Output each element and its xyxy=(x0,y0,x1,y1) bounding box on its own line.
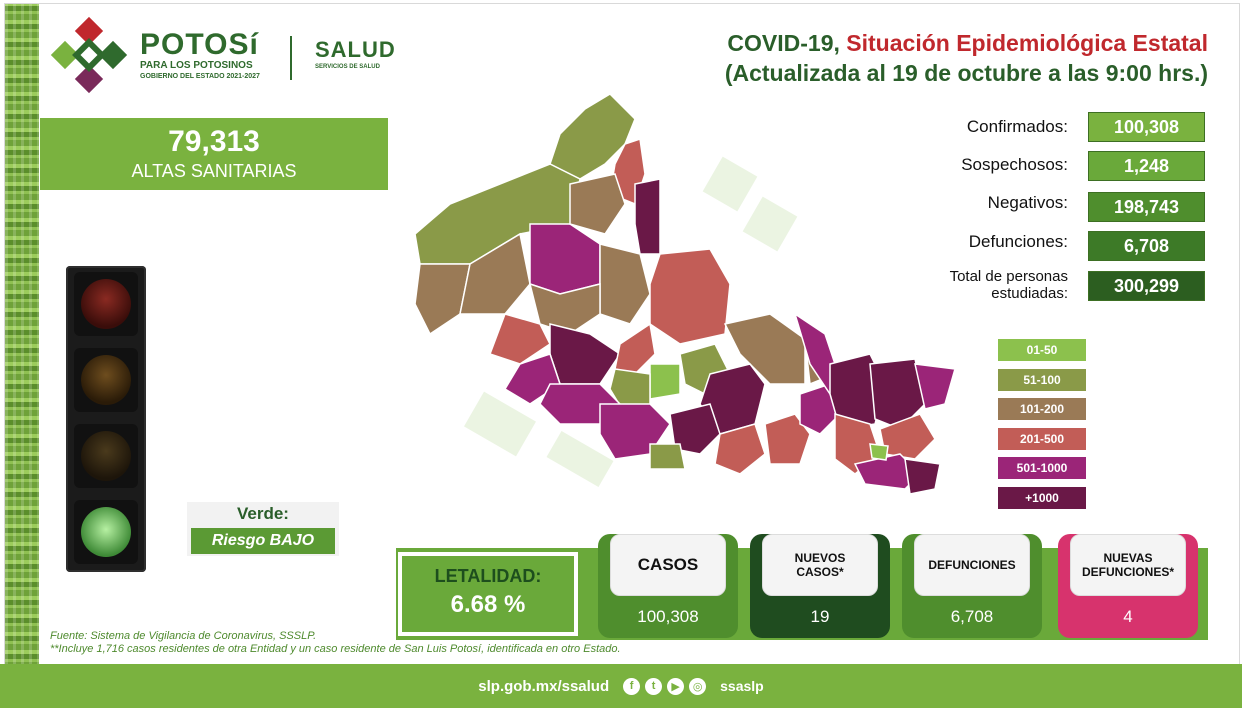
facebook-icon[interactable]: f xyxy=(623,677,641,695)
twitter-icon[interactable]: t xyxy=(645,677,663,695)
letalidad-value: 6.68 % xyxy=(450,591,526,618)
map-region xyxy=(489,313,551,365)
footer-bar: slp.gob.mx/ssalud f t ▶ ◎ ssaslp xyxy=(0,664,1242,708)
card-casos: CASOS 100,308 xyxy=(598,534,738,638)
logo-divider xyxy=(290,36,292,80)
brand-government: GOBIERNO DEL ESTADO 2021-2027 xyxy=(140,73,260,80)
map-region xyxy=(569,173,626,235)
stat-label-defunciones: Defunciones: xyxy=(968,232,1068,251)
card-nuevas-defunciones: NUEVAS DEFUNCIONES* 4 xyxy=(1058,534,1198,638)
map-region xyxy=(549,323,622,385)
legend-item: 501-1000 xyxy=(998,457,1086,479)
map-region xyxy=(869,443,889,461)
stat-value-sospechosos: 1,248 xyxy=(1088,151,1205,181)
map-region xyxy=(764,413,811,465)
map-region xyxy=(599,243,651,325)
legend-item: 01-50 xyxy=(998,339,1086,361)
map-region xyxy=(669,403,721,455)
green-light xyxy=(74,500,138,564)
stat-label-confirmados: Confirmados: xyxy=(966,117,1068,136)
footer-website-link[interactable]: slp.gob.mx/ssalud xyxy=(478,677,610,695)
card-defunciones: DEFUNCIONES 6,708 xyxy=(902,534,1042,638)
altas-label: ALTAS SANITARIAS xyxy=(131,161,297,181)
card-casos-value: 100,308 xyxy=(637,607,699,626)
letalidad-box: LETALIDAD: 6.68 % xyxy=(402,556,574,632)
stat-label-total: Total de personas estudiadas: xyxy=(949,268,1068,302)
stat-label-sospechosos: Sospechosos: xyxy=(961,155,1068,174)
yellow-light xyxy=(74,348,138,412)
brand-subtitle: PARA LOS POTOSINOS xyxy=(140,60,253,71)
source-line-2: **Incluye 1,716 casos residentes de otra… xyxy=(50,643,621,655)
legend-item: 101-200 xyxy=(998,398,1086,420)
stat-value-defunciones: 6,708 xyxy=(1088,231,1205,261)
stat-label-negativos: Negativos: xyxy=(987,193,1068,212)
card-defunciones-title: DEFUNCIONES xyxy=(914,534,1030,596)
instagram-icon[interactable]: ◎ xyxy=(689,677,707,695)
legend-item: +1000 xyxy=(998,487,1086,509)
card-nuevos-casos-title: NUEVOS CASOS* xyxy=(762,534,878,596)
stat-value-total: 300,299 xyxy=(1088,271,1205,301)
altas-sanitarias-box: 79,313 ALTAS SANITARIAS xyxy=(40,118,388,190)
legend-item: 201-500 xyxy=(998,428,1086,450)
footer-social-handle[interactable]: ssaslp xyxy=(720,678,764,694)
map-region xyxy=(714,423,766,475)
map-region xyxy=(459,232,531,315)
source-note: Fuente: Sistema de Vigilancia de Coronav… xyxy=(50,630,621,656)
map-region xyxy=(649,248,731,345)
map-region xyxy=(529,223,601,295)
map-region xyxy=(649,443,686,470)
map-region xyxy=(723,313,806,385)
red-light xyxy=(74,272,138,336)
map-region xyxy=(904,458,941,495)
card-casos-title: CASOS xyxy=(610,534,726,596)
traffic-light xyxy=(66,266,146,572)
page-title: COVID-19, Situación Epidemiológica Estat… xyxy=(725,28,1208,88)
map-region xyxy=(649,363,681,400)
card-nuevos-casos: NUEVOS CASOS* 19 xyxy=(750,534,890,638)
stat-value-negativos: 198,743 xyxy=(1088,192,1205,222)
source-line-1: Fuente: Sistema de Vigilancia de Coronav… xyxy=(50,630,317,642)
card-defunciones-value: 6,708 xyxy=(950,607,994,626)
map-region xyxy=(414,263,471,336)
legend-item: 51-100 xyxy=(998,369,1086,391)
decorative-left-strip xyxy=(5,4,39,704)
risk-indicator: Verde: Riesgo BAJO xyxy=(187,502,339,556)
map-region xyxy=(914,363,956,410)
altas-number: 79,313 xyxy=(168,125,260,158)
title-situacion: Situación Epidemiológica Estatal xyxy=(846,30,1208,56)
card-nuevos-casos-value: 19 xyxy=(810,607,830,626)
risk-level-label: Riesgo BAJO xyxy=(191,528,335,554)
orange-light xyxy=(74,424,138,488)
card-nuevas-defunciones-value: 4 xyxy=(1123,607,1133,626)
social-icons: f t ▶ ◎ xyxy=(623,677,707,695)
state-municipalities-map xyxy=(414,93,956,495)
risk-color-label: Verde: xyxy=(237,504,289,523)
potosi-logo-icon xyxy=(50,16,128,94)
map-region xyxy=(614,322,656,375)
card-nuevas-defunciones-title: NUEVAS DEFUNCIONES* xyxy=(1070,534,1186,596)
title-covid: COVID-19, xyxy=(727,30,840,56)
letalidad-label: LETALIDAD: xyxy=(434,566,542,586)
salud-block: SALUD SERVICIOS DE SALUD xyxy=(315,38,396,72)
youtube-icon[interactable]: ▶ xyxy=(667,677,685,695)
stat-value-confirmados: 100,308 xyxy=(1088,112,1205,142)
brand-block: POTOSí PARA LOS POTOSINOS GOBIERNO DEL E… xyxy=(140,30,260,82)
map-region xyxy=(634,178,661,255)
salud-title: SALUD xyxy=(315,37,396,62)
brand-name: POTOSí xyxy=(140,28,259,61)
title-updated: (Actualizada al 19 de octubre a las 9:00… xyxy=(724,60,1208,86)
salud-subtitle: SERVICIOS DE SALUD xyxy=(315,64,380,70)
